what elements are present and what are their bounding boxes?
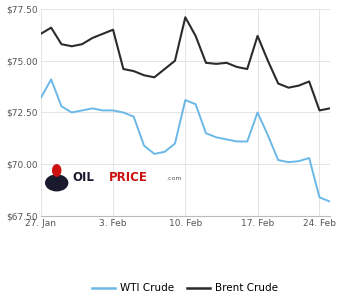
Legend: WTI Crude, Brent Crude: WTI Crude, Brent Crude — [88, 279, 283, 298]
Text: OIL: OIL — [73, 171, 95, 184]
Circle shape — [46, 175, 68, 191]
Ellipse shape — [53, 165, 61, 176]
Text: .com: .com — [167, 176, 182, 181]
Text: PRICE: PRICE — [109, 171, 148, 184]
